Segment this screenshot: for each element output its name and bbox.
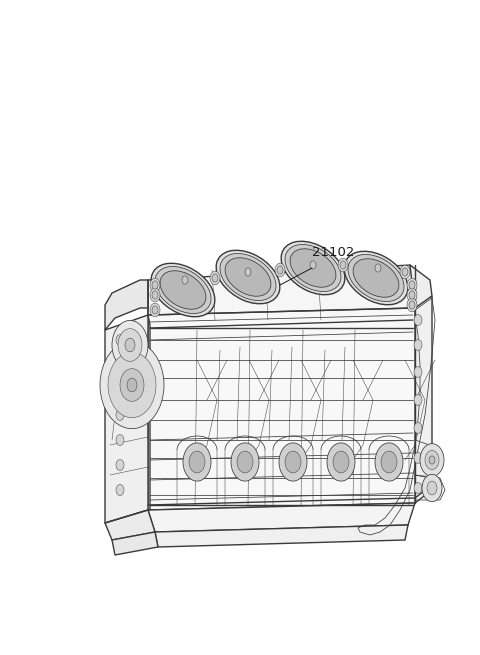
Circle shape xyxy=(414,314,422,326)
Circle shape xyxy=(237,451,253,473)
Polygon shape xyxy=(148,265,418,323)
Circle shape xyxy=(182,276,188,284)
Polygon shape xyxy=(148,308,415,510)
Ellipse shape xyxy=(285,244,341,291)
Circle shape xyxy=(333,451,349,473)
Ellipse shape xyxy=(220,253,276,301)
Circle shape xyxy=(285,451,301,473)
Ellipse shape xyxy=(160,271,206,309)
Circle shape xyxy=(245,268,251,276)
Circle shape xyxy=(414,394,422,405)
Polygon shape xyxy=(105,510,155,540)
Circle shape xyxy=(414,483,422,493)
Circle shape xyxy=(375,264,381,272)
Circle shape xyxy=(275,263,285,277)
Circle shape xyxy=(422,474,442,502)
Text: 21102: 21102 xyxy=(312,246,354,259)
Circle shape xyxy=(420,443,444,476)
Ellipse shape xyxy=(281,241,345,295)
Circle shape xyxy=(425,451,439,470)
Circle shape xyxy=(150,278,160,292)
Circle shape xyxy=(231,443,259,481)
Circle shape xyxy=(400,265,410,279)
Circle shape xyxy=(100,341,164,428)
Circle shape xyxy=(152,306,158,314)
Polygon shape xyxy=(105,280,148,330)
Circle shape xyxy=(409,291,415,299)
Circle shape xyxy=(414,367,422,377)
Circle shape xyxy=(429,456,435,464)
Polygon shape xyxy=(410,265,432,310)
Circle shape xyxy=(414,453,422,464)
Circle shape xyxy=(373,261,383,275)
Circle shape xyxy=(152,291,158,299)
Ellipse shape xyxy=(225,258,271,296)
Circle shape xyxy=(108,352,156,418)
Circle shape xyxy=(183,443,211,481)
Circle shape xyxy=(340,261,346,269)
Circle shape xyxy=(120,369,144,402)
Circle shape xyxy=(189,451,205,473)
Circle shape xyxy=(116,409,124,421)
Circle shape xyxy=(180,273,190,287)
Circle shape xyxy=(310,261,316,269)
Ellipse shape xyxy=(155,267,211,314)
Circle shape xyxy=(407,288,417,302)
Circle shape xyxy=(118,329,142,362)
Polygon shape xyxy=(148,503,415,532)
Circle shape xyxy=(116,485,124,495)
Circle shape xyxy=(409,301,415,309)
Circle shape xyxy=(116,360,124,371)
Polygon shape xyxy=(112,532,158,555)
Circle shape xyxy=(116,384,124,396)
Polygon shape xyxy=(155,525,408,547)
Polygon shape xyxy=(105,315,148,523)
Circle shape xyxy=(402,268,408,276)
Circle shape xyxy=(116,335,124,345)
Circle shape xyxy=(407,298,417,312)
Circle shape xyxy=(127,378,137,392)
Circle shape xyxy=(210,271,220,285)
Circle shape xyxy=(327,443,355,481)
Circle shape xyxy=(407,278,417,292)
Circle shape xyxy=(116,434,124,445)
Circle shape xyxy=(150,303,160,317)
Circle shape xyxy=(279,443,307,481)
Circle shape xyxy=(116,460,124,470)
Circle shape xyxy=(338,258,348,272)
Ellipse shape xyxy=(353,259,399,297)
Circle shape xyxy=(375,443,403,481)
Ellipse shape xyxy=(348,255,404,301)
Circle shape xyxy=(152,281,158,289)
Circle shape xyxy=(277,266,283,274)
Circle shape xyxy=(414,422,422,434)
Circle shape xyxy=(212,274,218,282)
Circle shape xyxy=(409,281,415,289)
Circle shape xyxy=(308,258,318,272)
Circle shape xyxy=(414,339,422,350)
Circle shape xyxy=(243,265,253,279)
Circle shape xyxy=(427,481,437,495)
Circle shape xyxy=(381,451,397,473)
Polygon shape xyxy=(415,296,432,503)
Ellipse shape xyxy=(344,252,408,305)
Circle shape xyxy=(125,338,135,352)
Ellipse shape xyxy=(151,263,215,317)
Ellipse shape xyxy=(216,250,280,304)
Circle shape xyxy=(150,288,160,302)
Ellipse shape xyxy=(290,249,336,288)
Circle shape xyxy=(112,320,148,369)
